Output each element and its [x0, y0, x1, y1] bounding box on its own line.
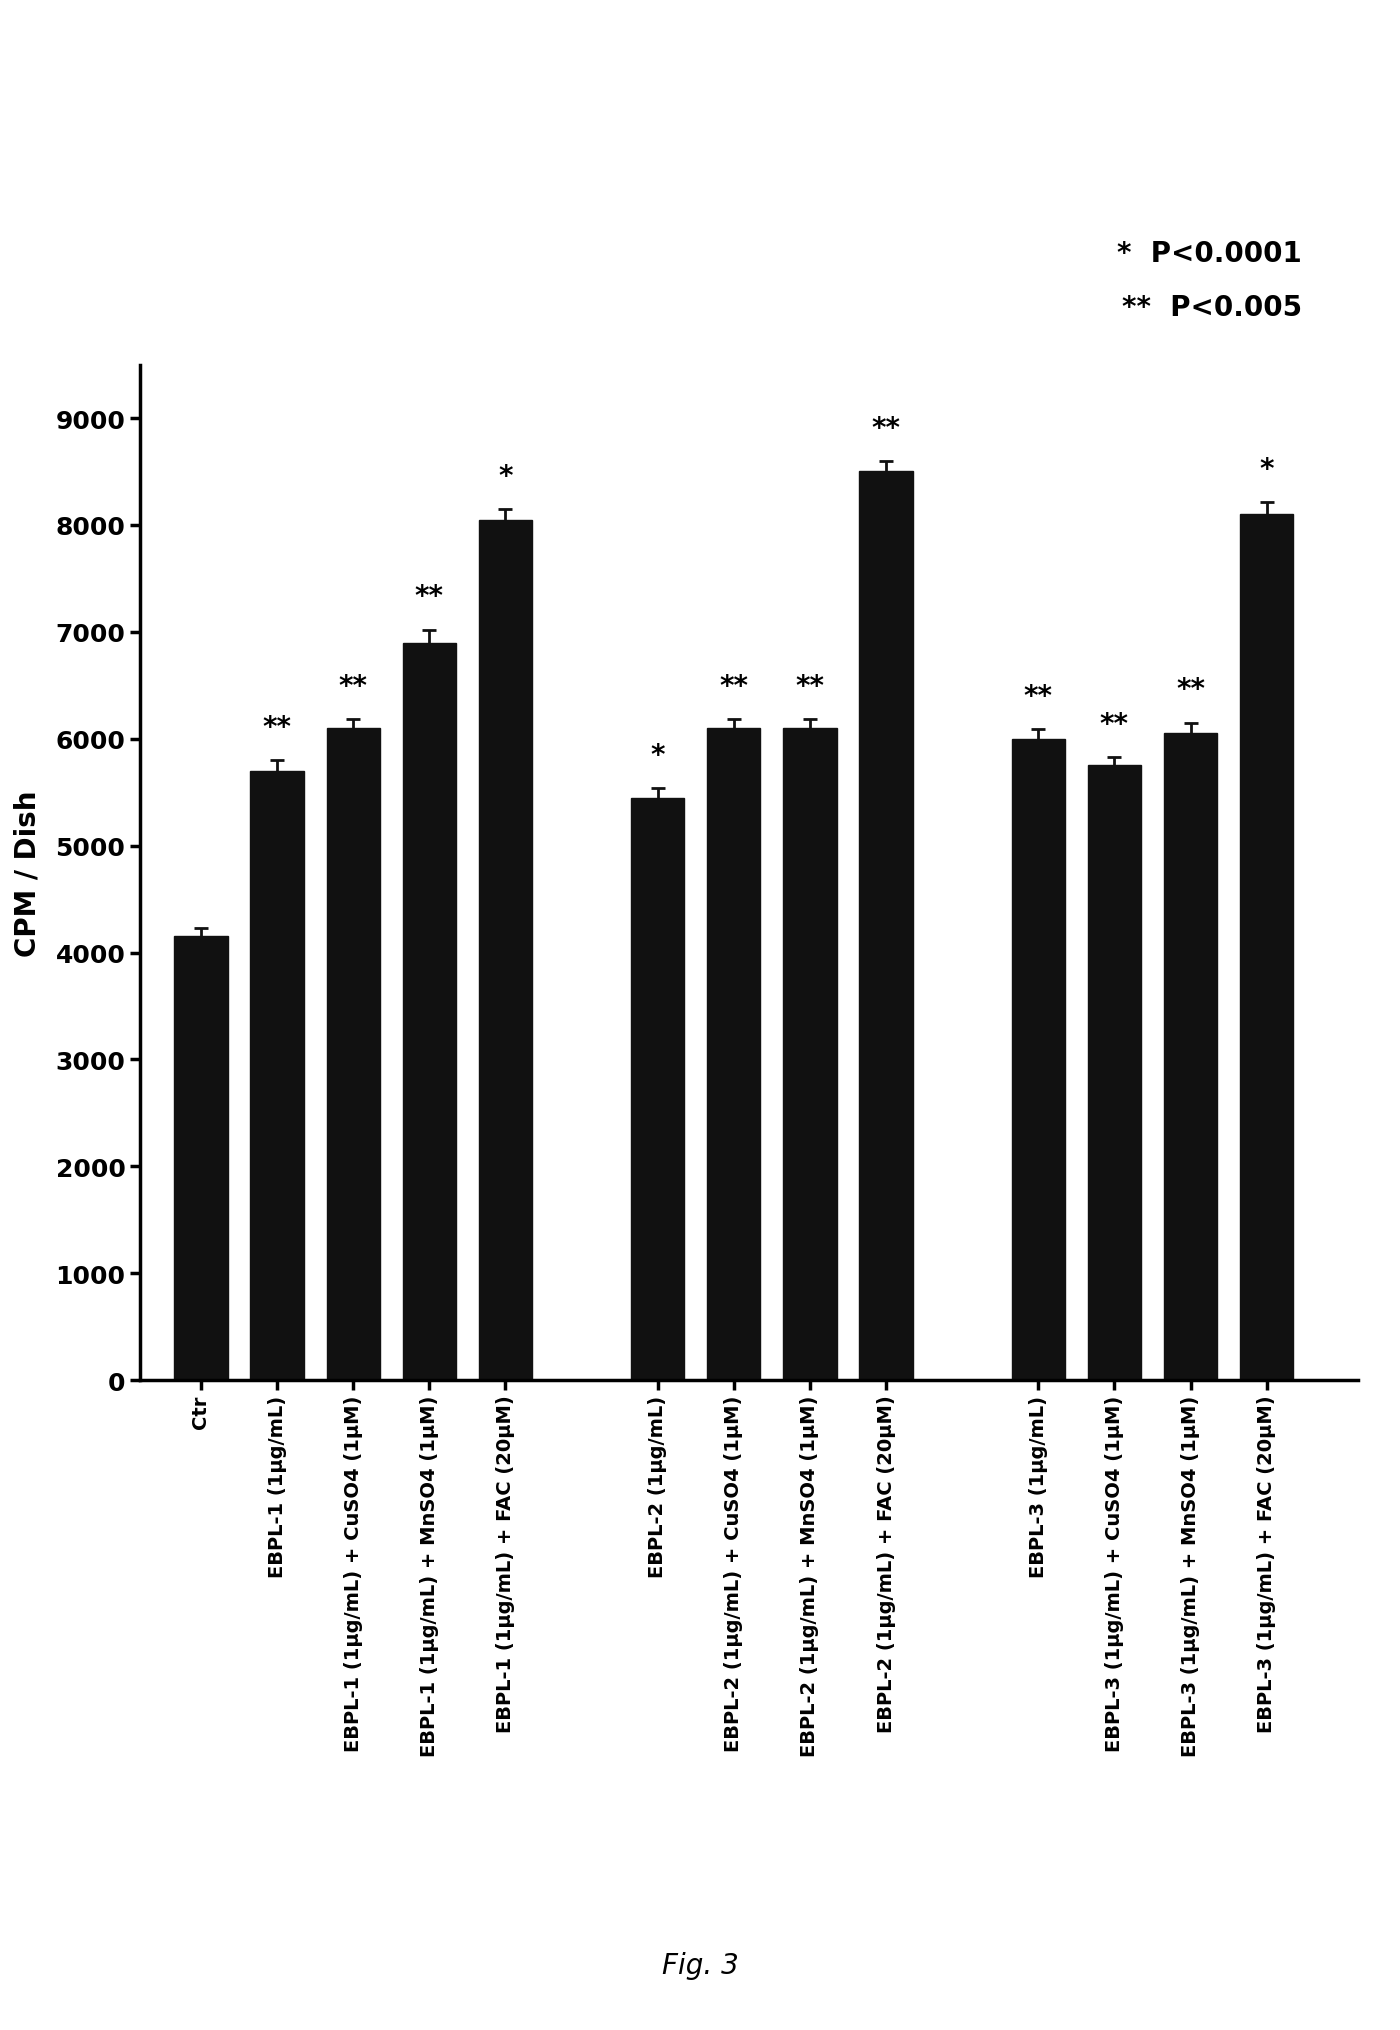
- Text: **: **: [720, 672, 748, 700]
- Text: **: **: [1023, 682, 1053, 710]
- Text: **: **: [1176, 676, 1205, 704]
- Text: **: **: [1100, 710, 1128, 739]
- Bar: [707, 729, 760, 1380]
- Text: *: *: [498, 463, 512, 491]
- Text: **: **: [263, 713, 291, 741]
- Bar: [1088, 765, 1141, 1380]
- Text: Fig. 3: Fig. 3: [662, 1951, 738, 1979]
- Bar: [479, 520, 532, 1380]
- Bar: [1163, 735, 1217, 1380]
- Text: **: **: [339, 672, 368, 700]
- Bar: [251, 771, 304, 1380]
- Text: *: *: [651, 741, 665, 769]
- Bar: [326, 729, 379, 1380]
- Bar: [1012, 739, 1065, 1380]
- Bar: [174, 938, 228, 1380]
- Bar: [860, 473, 913, 1380]
- Text: **  P<0.005: ** P<0.005: [1121, 294, 1302, 323]
- Text: **: **: [414, 583, 444, 611]
- Text: **: **: [872, 414, 900, 443]
- Bar: [1240, 516, 1294, 1380]
- Bar: [631, 798, 685, 1380]
- Text: *  P<0.0001: * P<0.0001: [1117, 240, 1302, 268]
- Text: *: *: [1260, 457, 1274, 483]
- Bar: [783, 729, 837, 1380]
- Y-axis label: CPM / Dish: CPM / Dish: [14, 790, 42, 956]
- Text: **: **: [795, 672, 825, 700]
- Bar: [403, 644, 456, 1380]
